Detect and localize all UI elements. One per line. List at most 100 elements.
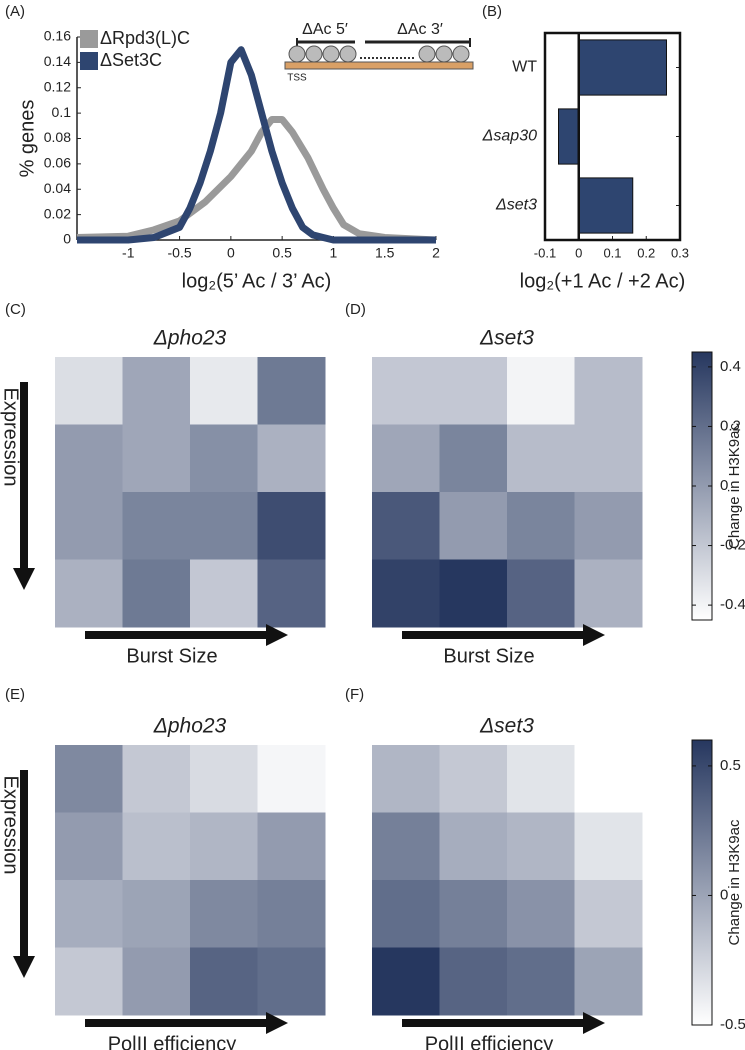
heatmap-cell — [372, 357, 440, 425]
y-tick-label: 0 — [63, 231, 71, 247]
x-tick-label: 0.3 — [671, 245, 689, 260]
arrow-head — [583, 1012, 605, 1034]
nucleosome — [452, 45, 470, 63]
heatmap-cell — [507, 357, 575, 425]
y-axis-label: Expression — [0, 776, 22, 875]
x-tick-label: 0.5 — [272, 245, 292, 261]
dna — [284, 61, 474, 70]
heatmap-cell — [190, 812, 258, 881]
nucleosome — [288, 45, 306, 63]
series-line — [76, 115, 437, 244]
heatmap-cell — [190, 424, 258, 493]
annotation: TSS — [287, 73, 307, 84]
colorbar-tick-label: -0.2 — [720, 537, 745, 554]
nucleosome — [322, 45, 340, 63]
panel-label: (C) — [5, 301, 26, 318]
heatmap-cell — [574, 812, 643, 881]
x-axis-label: log₂(+1 Ac / +2 Ac) — [520, 270, 686, 292]
colorbar-tick-label: 0 — [720, 477, 728, 494]
heatmap-cell — [257, 880, 326, 948]
heatmap-cell — [507, 947, 575, 1016]
x-tick-label: 0.2 — [637, 245, 655, 260]
heatmap-cell — [257, 492, 326, 560]
heatmap-cell — [55, 745, 123, 813]
frame — [543, 31, 682, 242]
panel-label: (F) — [345, 686, 364, 703]
x-axis-label: Burst Size — [126, 645, 217, 667]
x-tick-label: 1.5 — [375, 245, 395, 261]
panel-label: (E) — [5, 686, 25, 703]
heatmap-cell — [190, 357, 258, 425]
heatmap-cell — [439, 357, 508, 425]
heatmap-cell — [55, 424, 123, 493]
heatmap-cell — [55, 880, 123, 948]
y-tick-label: 0.14 — [44, 53, 71, 69]
heatmap-cell — [372, 745, 440, 813]
y-axis-label: % genes — [16, 100, 38, 178]
heatmap-cell — [372, 880, 440, 948]
heatmap-cell — [574, 880, 643, 948]
colorbar-label: Change in H3K9ac — [726, 819, 743, 945]
arrow-head — [13, 956, 35, 978]
heatmap-cell — [122, 424, 191, 493]
heatmap-title: Δset3 — [479, 327, 534, 350]
colorbar-tick-label: 0.2 — [720, 417, 741, 434]
heatmap-cell — [507, 880, 575, 948]
colorbar-tick-label: 0 — [720, 886, 728, 903]
x-tick-label: -0.1 — [534, 245, 556, 260]
y-tick-label: 0.1 — [52, 104, 72, 120]
heatmap-cell — [257, 357, 326, 425]
x-tick-label: 1 — [330, 245, 338, 261]
heatmap-cell — [372, 424, 440, 493]
category-label: Δsap30 — [482, 128, 537, 145]
colorbar-tick-label: 0.5 — [720, 757, 741, 774]
arrow-head — [266, 624, 288, 646]
colorbar-tick-label: -0.4 — [720, 596, 745, 613]
category-label: WT — [512, 59, 537, 76]
nucleosome — [339, 45, 357, 63]
heatmap-cell — [122, 559, 191, 628]
bar — [558, 108, 580, 165]
heatmap-cell — [507, 559, 575, 628]
panel-label: (D) — [345, 301, 366, 318]
heatmap-cell — [372, 492, 440, 560]
annotation: ΔAc 3′ — [397, 21, 443, 38]
colorbar-label: Change in H3K9ac — [726, 423, 743, 549]
arrow-head — [266, 1012, 288, 1034]
legend-label: ΔSet3C — [100, 50, 162, 70]
nucleosome — [418, 45, 436, 63]
heatmap-cell — [257, 424, 326, 493]
heatmap-cell — [257, 947, 326, 1016]
heatmap-title: Δpho23 — [153, 715, 227, 738]
bar — [578, 177, 634, 234]
heatmap-cell — [122, 947, 191, 1016]
y-tick-label: 0.08 — [44, 129, 71, 145]
heatmap-cell — [190, 947, 258, 1016]
x-axis-label: log₂(5’ Ac / 3’ Ac) — [182, 270, 332, 292]
inset-diagram: ΔAc 5′ ΔAc 3′ TSS — [284, 21, 474, 84]
heatmap-cell — [122, 880, 191, 948]
colorbar-tick-label: 0.4 — [720, 358, 741, 375]
heatmap-cell — [190, 880, 258, 948]
nucleosome — [305, 45, 323, 63]
x-axis-label: PolII efficiency — [108, 1033, 237, 1050]
heatmap-cell — [257, 745, 326, 813]
nucleosome — [435, 45, 453, 63]
legend-swatch — [80, 52, 98, 70]
heatmap-cell — [507, 492, 575, 560]
y-axis-label: Expression — [0, 388, 22, 487]
bar — [578, 39, 667, 96]
heatmap-cell — [574, 947, 643, 1016]
heatmap-cell — [507, 424, 575, 493]
heatmap-cell — [574, 745, 643, 813]
x-tick-label: 2 — [432, 245, 440, 261]
heatmap-cell — [55, 812, 123, 881]
heatmap-cell — [439, 559, 508, 628]
colorbar-tick-label: -0.5 — [720, 1016, 745, 1033]
heatmap-cell — [372, 559, 440, 628]
heatmap-cell — [507, 812, 575, 881]
colorbar — [691, 739, 713, 1026]
heatmap-cell — [507, 745, 575, 813]
heatmap-cell — [439, 812, 508, 881]
